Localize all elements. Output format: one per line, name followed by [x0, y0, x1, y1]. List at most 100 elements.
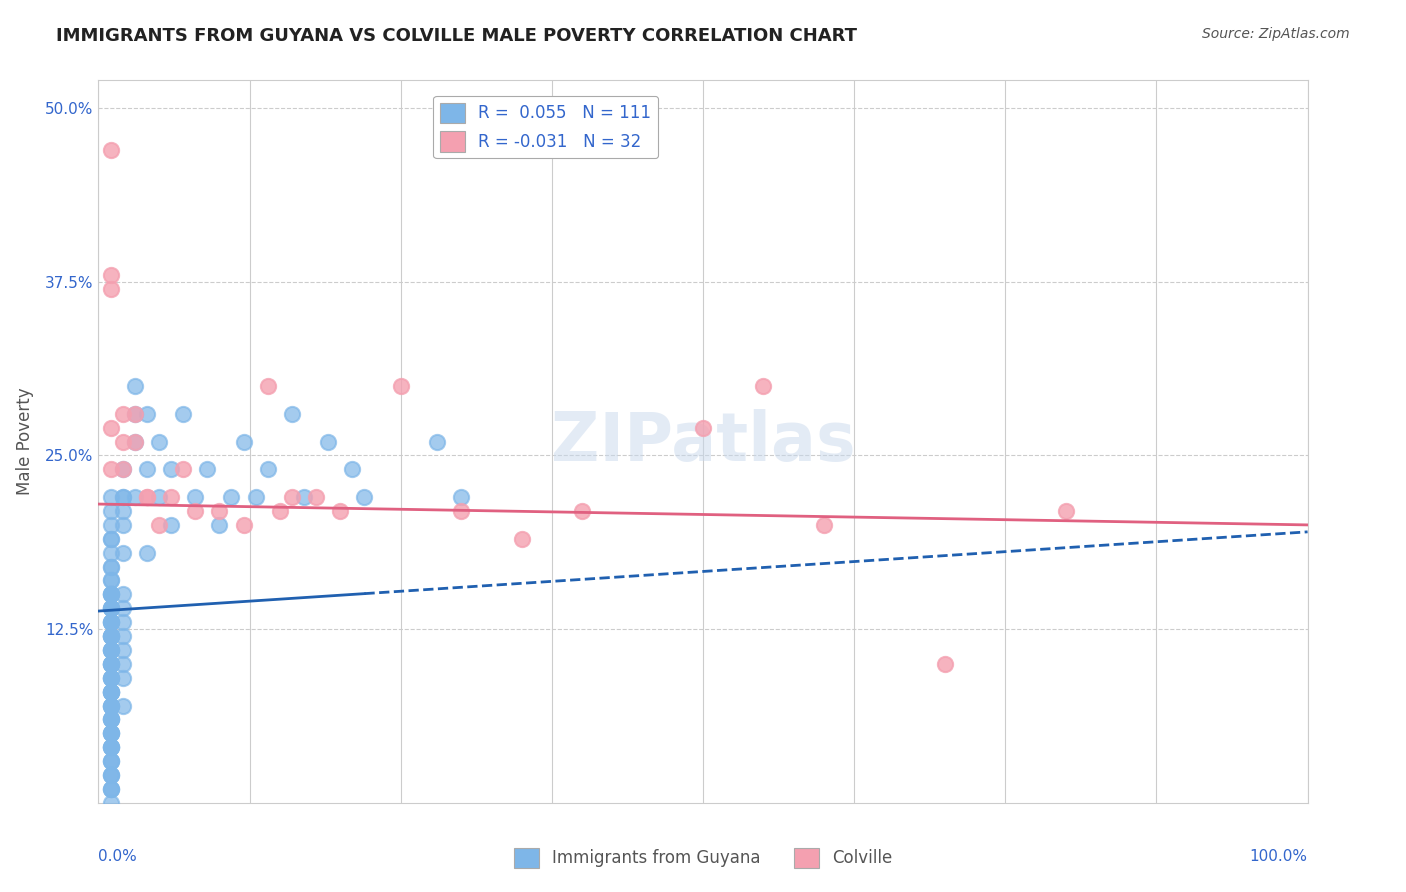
Point: [100, 671, 122, 685]
Point: [135, 546, 157, 560]
Point: [135, 490, 157, 504]
Point: [160, 517, 183, 532]
Point: [100, 671, 122, 685]
Point: [100, 698, 122, 713]
Point: [232, 434, 254, 449]
Point: [100, 726, 122, 740]
Point: [111, 490, 134, 504]
Point: [232, 517, 254, 532]
Point: [100, 504, 122, 518]
Point: [329, 504, 352, 518]
Point: [316, 434, 339, 449]
Point: [111, 698, 134, 713]
Point: [100, 657, 122, 671]
Point: [135, 490, 157, 504]
Point: [281, 490, 304, 504]
Point: [100, 740, 122, 755]
Point: [100, 796, 122, 810]
Point: [111, 643, 134, 657]
Point: [148, 517, 170, 532]
Point: [256, 462, 278, 476]
Point: [450, 490, 472, 504]
Point: [100, 671, 122, 685]
Point: [100, 657, 122, 671]
Point: [245, 490, 267, 504]
Point: [111, 671, 134, 685]
Point: [389, 379, 412, 393]
Point: [184, 490, 207, 504]
Point: [100, 532, 122, 546]
Point: [111, 407, 134, 421]
Point: [111, 615, 134, 630]
Point: [135, 407, 157, 421]
Point: [100, 490, 122, 504]
Point: [269, 504, 291, 518]
Point: [100, 615, 122, 630]
Point: [692, 420, 714, 434]
Point: [100, 517, 122, 532]
Point: [208, 517, 231, 532]
Point: [100, 559, 122, 574]
Point: [111, 462, 134, 476]
Point: [100, 684, 122, 698]
Point: [100, 601, 122, 615]
Point: [450, 504, 472, 518]
Point: [100, 698, 122, 713]
Point: [221, 490, 243, 504]
Point: [172, 407, 194, 421]
Point: [100, 282, 122, 296]
Y-axis label: Male Poverty: Male Poverty: [15, 388, 34, 495]
Point: [100, 754, 122, 768]
Point: [100, 420, 122, 434]
Point: [256, 379, 278, 393]
Point: [100, 657, 122, 671]
Point: [124, 407, 146, 421]
Point: [148, 434, 170, 449]
Point: [100, 643, 122, 657]
Point: [100, 629, 122, 643]
Point: [111, 434, 134, 449]
Point: [353, 490, 375, 504]
Point: [100, 713, 122, 727]
Point: [100, 143, 122, 157]
Point: [100, 629, 122, 643]
Point: [100, 546, 122, 560]
Point: [100, 698, 122, 713]
Point: [195, 462, 218, 476]
Point: [184, 504, 207, 518]
Point: [111, 546, 134, 560]
Point: [100, 698, 122, 713]
Point: [100, 268, 122, 282]
Point: [1054, 504, 1077, 518]
Point: [124, 490, 146, 504]
Point: [292, 490, 315, 504]
Point: [100, 587, 122, 601]
Point: [100, 574, 122, 588]
Point: [100, 754, 122, 768]
Point: [135, 462, 157, 476]
Point: [100, 574, 122, 588]
Point: [100, 532, 122, 546]
Point: [100, 462, 122, 476]
Point: [111, 462, 134, 476]
Point: [111, 490, 134, 504]
Point: [100, 643, 122, 657]
Text: IMMIGRANTS FROM GUYANA VS COLVILLE MALE POVERTY CORRELATION CHART: IMMIGRANTS FROM GUYANA VS COLVILLE MALE …: [56, 27, 858, 45]
Point: [100, 657, 122, 671]
Point: [100, 629, 122, 643]
Point: [100, 684, 122, 698]
Point: [100, 643, 122, 657]
Legend: Immigrants from Guyana, Colville: Immigrants from Guyana, Colville: [508, 841, 898, 875]
Point: [100, 684, 122, 698]
Point: [111, 657, 134, 671]
Point: [111, 587, 134, 601]
Point: [100, 726, 122, 740]
Point: [100, 601, 122, 615]
Point: [124, 379, 146, 393]
Text: 0.0%: 0.0%: [98, 848, 138, 863]
Point: [510, 532, 533, 546]
Point: [111, 601, 134, 615]
Point: [100, 601, 122, 615]
Point: [100, 587, 122, 601]
Text: Source: ZipAtlas.com: Source: ZipAtlas.com: [1202, 27, 1350, 41]
